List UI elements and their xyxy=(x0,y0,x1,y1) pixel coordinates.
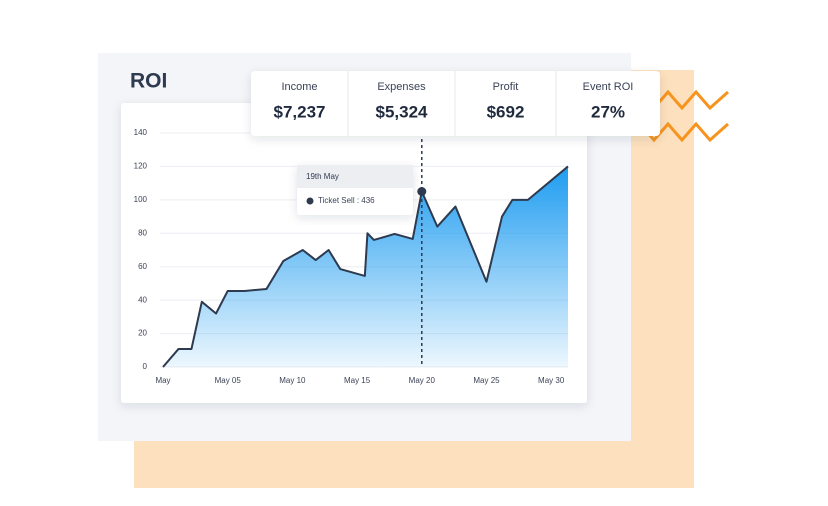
stat-value: 27% xyxy=(591,102,625,121)
zigzag xyxy=(638,121,729,143)
stat-value: $692 xyxy=(487,102,525,121)
chart: 0 20 40 60 80 100 120 140 May May 05 May 10 May 15 M… xyxy=(134,128,569,385)
x-tick-label: May xyxy=(155,376,170,385)
x-tick-label: May 30 xyxy=(538,376,565,385)
hover-point xyxy=(417,187,427,196)
stat-label: Profit xyxy=(493,81,519,93)
x-tick-label: May 15 xyxy=(344,376,371,385)
x-tick-label: May 05 xyxy=(215,376,242,385)
tooltip-text: Ticket Sell : 436 xyxy=(318,196,375,205)
tooltip-dot xyxy=(306,197,314,205)
line xyxy=(162,165,569,368)
stat-label: Income xyxy=(281,81,317,93)
y-tick-label: 120 xyxy=(134,162,148,171)
tooltip-header xyxy=(297,165,413,188)
y-tick-label: 20 xyxy=(138,329,147,338)
y-tick-label: 0 xyxy=(143,362,148,371)
tooltip-title: 19th May xyxy=(306,172,339,181)
panel-title: ROI xyxy=(130,70,167,93)
stat-label: Expenses xyxy=(377,81,426,93)
x-tick-label: May 25 xyxy=(473,376,500,385)
stat-value: $7,237 xyxy=(274,102,326,121)
stats: Income $7,237 Expenses $5,324 Profit $692 Even… xyxy=(274,71,634,136)
x-tick-label: May 10 xyxy=(279,376,306,385)
y-tick-label: 140 xyxy=(134,128,148,137)
y-tick-label: 60 xyxy=(138,262,147,271)
stat-value: $5,324 xyxy=(376,102,429,121)
y-tick-label: 40 xyxy=(138,295,147,304)
x-tick-label: May 20 xyxy=(409,376,436,385)
y-tick-label: 100 xyxy=(134,195,148,204)
y-tick-label: 80 xyxy=(138,228,147,237)
stat-label: Event ROI xyxy=(583,81,634,93)
